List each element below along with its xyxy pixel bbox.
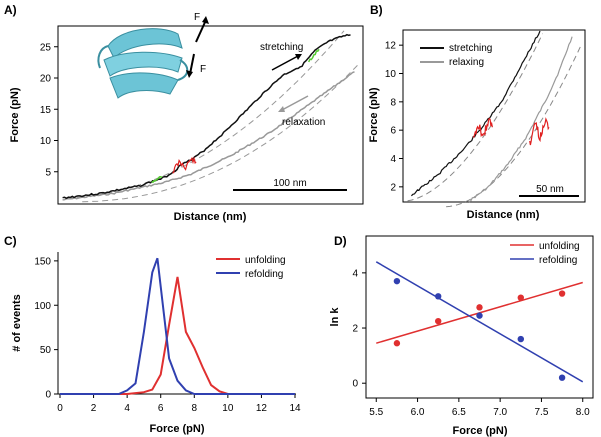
panel-a-relaxing-trace — [62, 71, 355, 201]
panel-b-scalebar-label: 50 nm — [536, 184, 564, 195]
panel-a-scalebar-label: 100 nm — [273, 178, 306, 189]
panel-c-xtick-label: 12 — [256, 403, 268, 414]
panel-a: A) 5 10 15 20 25 Force (pN) Distance (nm) F — [4, 3, 364, 223]
panel-d-refolding-point — [558, 374, 566, 381]
panel-c-ytick-label: 150 — [34, 256, 51, 267]
panel-a-refolding-segment-high — [308, 48, 320, 63]
panel-d-xtick-label: 7.0 — [493, 407, 507, 418]
panel-a-fit-upper — [66, 30, 345, 199]
panel-a-refolding-segment-low — [151, 176, 163, 184]
panel-c-ytick-label: 0 — [45, 390, 51, 401]
panel-b-legend-relaxing: relaxing — [449, 57, 484, 68]
panel-b-ytick-label: 10 — [385, 69, 397, 80]
panel-d-unfolding-point — [517, 294, 524, 301]
panel-c-xtick-label: 0 — [57, 403, 63, 414]
force-arrow-down-icon — [186, 53, 195, 78]
stretching-annotation: stretching — [260, 42, 303, 53]
panel-d-legend-unfolding: unfolding — [539, 241, 580, 252]
protein-structure-icon — [97, 28, 189, 99]
panel-d-ytick-label: 4 — [352, 268, 358, 279]
panel-a-fit-lower — [82, 62, 361, 203]
panel-b-fit-right — [446, 44, 582, 208]
panel-a-ytick-label: 10 — [40, 136, 52, 147]
panel-d-legend-refolding: refolding — [539, 255, 577, 266]
panel-d-ylabel: ln k — [329, 307, 341, 327]
panel-c-xtick-label: 10 — [222, 403, 234, 414]
panel-b-unfolding-segment-2 — [529, 117, 550, 146]
panel-a-frame — [57, 25, 364, 205]
force-label-bottom: F — [200, 64, 206, 75]
panel-b: B) 2 4 6 8 10 12 Force (pN) Distance (nm) str… — [368, 3, 586, 221]
panel-a-ytick-label: 25 — [40, 42, 52, 53]
panel-d-refolding-point — [393, 277, 401, 285]
panel-c-refolding-histogram — [60, 257, 295, 395]
panel-c-xlabel: Force (pN) — [150, 423, 205, 435]
panel-d-refolding-point — [517, 335, 524, 343]
panel-b-ytick-label: 8 — [390, 97, 396, 108]
panel-c-xtick-label: 4 — [124, 403, 130, 414]
panel-a-unfolding-segment — [172, 156, 197, 174]
stretching-arrow-icon — [271, 54, 302, 71]
panel-b-ytick-label: 12 — [385, 41, 397, 52]
force-arrow-up-icon — [195, 16, 209, 43]
panel-c-xtick-label: 14 — [289, 403, 301, 414]
panel-a-ylabel: Force (pN) — [9, 87, 21, 142]
panel-b-ytick-label: 6 — [390, 126, 396, 137]
panel-d: D) 5.5 6.0 6.5 7.0 7.5 8.0 0 2 4 ln k Force (pN)… — [329, 234, 594, 437]
panel-d-xtick-label: 7.5 — [534, 407, 548, 418]
panel-d-xtick-label: 6.0 — [411, 407, 425, 418]
panel-d-unfolding-point — [435, 317, 442, 325]
panel-d-refolding-point — [435, 293, 442, 300]
panel-c-ytick-label: 50 — [40, 345, 52, 356]
panel-d-refolding-point — [476, 312, 483, 319]
panel-b-unfolding-segment-1 — [472, 117, 493, 138]
panel-b-frame — [402, 29, 586, 203]
panel-c-ytick-label: 100 — [34, 301, 51, 312]
panel-b-ylabel: Force (pN) — [368, 87, 380, 142]
panel-d-xtick-label: 8.0 — [576, 407, 590, 418]
panel-b-relaxing-trace — [468, 36, 573, 203]
panel-d-unfolding-point — [558, 290, 566, 297]
panel-d-xlabel: Force (pN) — [453, 425, 508, 437]
force-label-top: F — [194, 12, 200, 23]
panel-d-refolding-fit-line — [375, 261, 584, 383]
relaxation-arrow-icon — [278, 95, 309, 112]
panel-b-legend-stretching: stretching — [449, 43, 492, 54]
panel-d-letter: D) — [334, 234, 347, 248]
panel-a-ytick-label: 15 — [40, 105, 52, 116]
panel-b-letter: B) — [370, 3, 383, 17]
panel-b-xlabel: Distance (nm) — [467, 209, 540, 221]
panel-d-unfolding-point — [476, 304, 483, 311]
panel-a-stretching-trace — [62, 33, 351, 200]
panel-a-ytick-label: 20 — [40, 74, 52, 85]
panel-c-legend-unfolding: unfolding — [245, 255, 286, 266]
panel-c-xtick-label: 2 — [91, 403, 97, 414]
panel-d-ytick-label: 0 — [352, 379, 358, 390]
panel-a-ytick-label: 5 — [45, 167, 51, 178]
panel-d-xtick-label: 6.5 — [452, 407, 466, 418]
panel-c-ylabel: # of events — [11, 294, 23, 351]
panel-c-xtick-label: 6 — [158, 403, 164, 414]
panel-b-stretching-trace — [410, 30, 541, 197]
panel-c-unfolding-histogram — [60, 276, 295, 395]
panel-c-xtick-label: 8 — [192, 403, 198, 414]
panel-d-frame — [365, 235, 594, 399]
panel-b-fit-left — [407, 33, 544, 202]
panel-c: C) 0 2 4 6 8 10 12 14 0 50 100 150 # of events Forc… — [4, 234, 301, 435]
panel-c-legend-refolding: refolding — [245, 269, 283, 280]
panel-a-letter: A) — [4, 3, 17, 17]
panel-b-ytick-label: 2 — [390, 182, 396, 193]
panel-a-xlabel: Distance (nm) — [174, 211, 247, 223]
panel-d-ytick-label: 2 — [352, 324, 358, 335]
panel-d-unfolding-point — [393, 340, 401, 347]
relaxation-annotation: relaxation — [282, 117, 325, 128]
panel-c-letter: C) — [4, 234, 17, 248]
panel-b-ytick-label: 4 — [390, 154, 396, 165]
panel-d-xtick-label: 5.5 — [369, 407, 383, 418]
